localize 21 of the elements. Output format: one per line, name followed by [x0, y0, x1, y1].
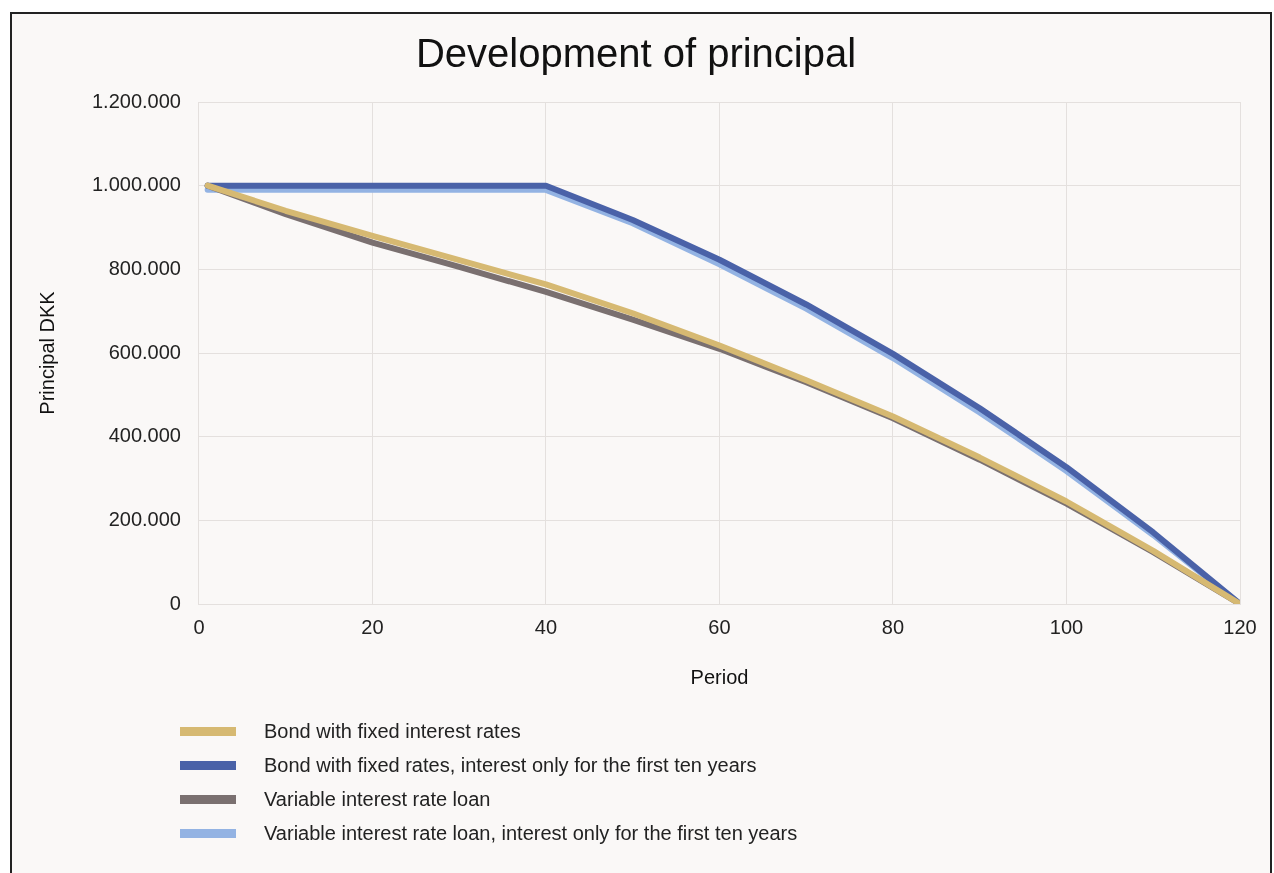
y-tick-label: 1.000.000: [91, 173, 181, 196]
y-tick-label: 600.000: [108, 340, 181, 363]
x-tick-label: 120: [1223, 615, 1257, 638]
legend-label: Bond with fixed interest rates: [264, 719, 521, 743]
legend-label: Variable interest rate loan: [264, 787, 491, 811]
x-tick-label: 60: [708, 615, 731, 638]
y-tick-label: 1.200.000: [91, 89, 181, 112]
chart-title: Development of principal: [415, 31, 857, 76]
y-tick-label: 400.000: [108, 424, 181, 447]
x-tick-label: 40: [534, 615, 558, 638]
y-tick-label: 200.000: [108, 507, 181, 530]
x-axis-title: Period: [690, 665, 749, 688]
y-tick-label: 800.000: [108, 256, 181, 279]
legend-label: Bond with fixed rates, interest only for the first ten years: [264, 753, 757, 777]
x-tick-label: 80: [881, 615, 905, 638]
x-tick-label: 0: [193, 615, 205, 638]
x-tick-label: 20: [361, 615, 384, 638]
y-tick-label: 0: [169, 591, 181, 614]
y-axis-title: Principal DKK: [35, 290, 58, 415]
legend-label: Variable interest rate loan, interest only for the first ten years: [264, 821, 798, 845]
x-tick-label: 100: [1049, 615, 1084, 638]
